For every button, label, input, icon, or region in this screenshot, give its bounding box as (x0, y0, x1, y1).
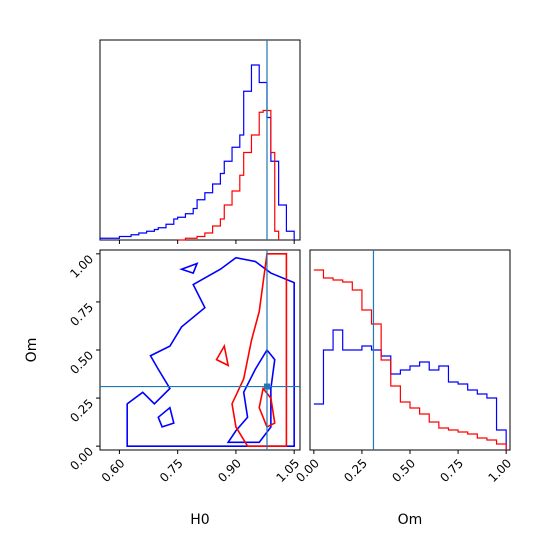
contour-ytick-label-2: 0.25 (67, 396, 96, 425)
om-histogram-series-2 (313, 269, 507, 450)
h0-histogram-frame (99, 39, 301, 241)
h0-om-contour-panel: 0.60 0.75 0.90 1.050.000.250.500.751.00 (67, 249, 302, 485)
h0-histogram-series-2 (177, 109, 280, 241)
contour-inner-7 (215, 343, 230, 367)
contour-outer-3 (231, 253, 288, 447)
x-axis-label-om: Om (398, 512, 423, 528)
contour-outer-6 (179, 262, 199, 275)
contour-outer-5 (157, 406, 175, 428)
om-xtick-label-3: 0.50 (389, 456, 418, 485)
om-histogram-panel: 0.00 0.25 0.50 0.75 1.00 (293, 249, 514, 485)
contour-xtick-label-3: 0.90 (215, 456, 244, 485)
contour-ytick-label-4: 0.75 (67, 300, 96, 329)
h0-histogram-series-1 (99, 64, 295, 240)
contour-ytick-label-1: 0.00 (67, 444, 96, 473)
contour-truth-marker (263, 383, 270, 390)
om-xtick-label-4: 0.75 (437, 456, 466, 485)
om-xtick-label-1: 0.00 (293, 456, 322, 485)
contour-xtick-label-2: 0.75 (157, 456, 186, 485)
om-xtick-label-2: 0.25 (341, 456, 370, 485)
om-xtick-label-5: 1.00 (485, 456, 514, 485)
h0-histogram-panel (99, 39, 301, 244)
contour-ytick-label-3: 0.50 (67, 348, 96, 377)
y-axis-label-om: Om (24, 338, 40, 363)
contour-ytick-label-5: 1.00 (67, 252, 96, 281)
contour-xtick-label-1: 0.60 (99, 456, 128, 485)
x-axis-label-h0: H0 (190, 512, 209, 528)
om-histogram-series-1 (313, 329, 507, 450)
contour-outer-1 (126, 256, 295, 447)
